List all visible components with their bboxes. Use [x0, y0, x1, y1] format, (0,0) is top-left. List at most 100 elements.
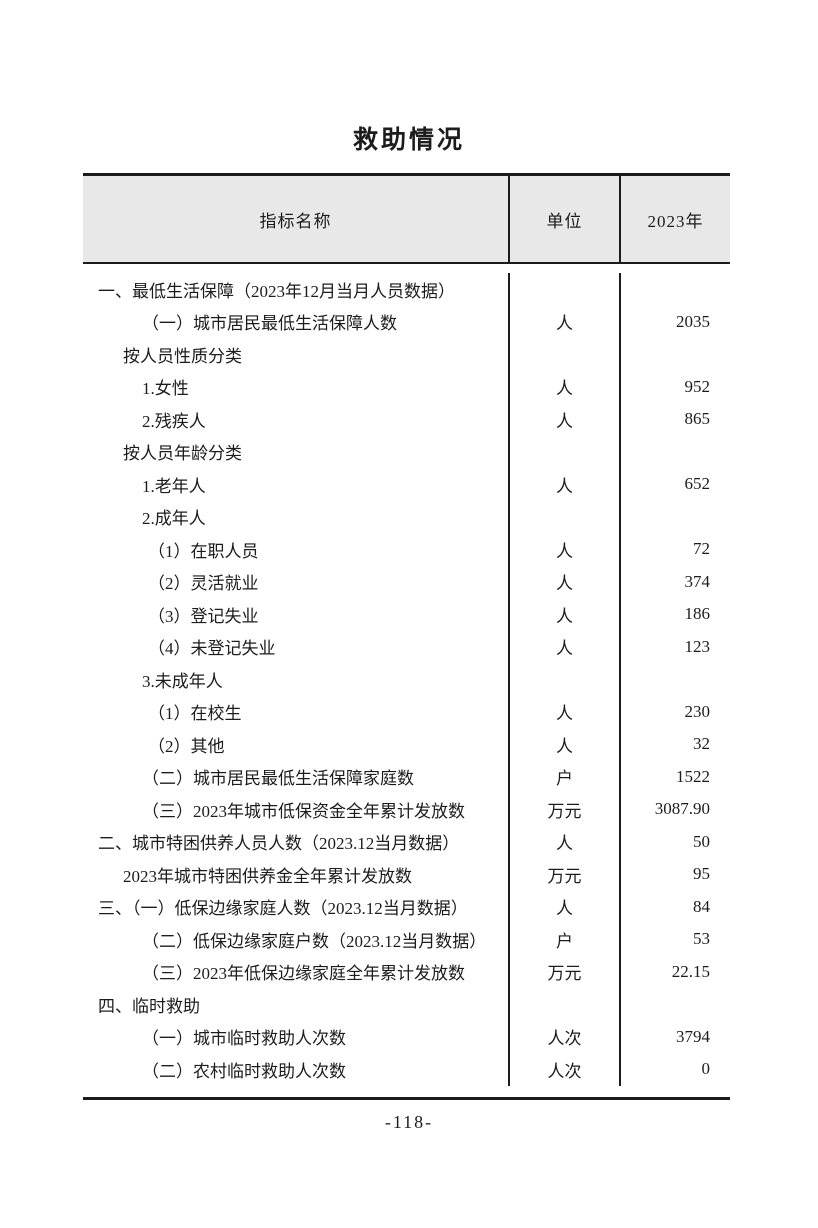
- unit-cell: 人: [508, 468, 620, 501]
- page-title: 救助情况: [352, 127, 465, 154]
- unit-cell: 人: [508, 533, 620, 566]
- table-row: （1）在校生 人 230: [83, 695, 730, 728]
- indicator-cell: （3）登记失业: [148, 606, 259, 626]
- indicator-cell: 二、城市特困供养人员人数（2023.12当月数据）: [98, 834, 460, 854]
- unit-cell: 万元: [508, 955, 620, 988]
- unit-cell: 人: [508, 695, 620, 728]
- value-cell: 952: [619, 370, 730, 403]
- column-header-year: 2023年: [619, 174, 730, 264]
- indicator-cell: 三、（一）低保边缘家庭人数（2023.12当月数据）: [98, 899, 468, 919]
- value-cell: 53: [619, 923, 730, 956]
- indicator-cell: （二）城市居民最低生活保障家庭数: [142, 769, 414, 789]
- unit-cell: 人: [508, 598, 620, 631]
- value-cell: [619, 338, 730, 371]
- table-row: 一、最低生活保障（2023年12月当月人员数据）: [83, 273, 730, 306]
- unit-cell: [508, 988, 620, 1021]
- unit-cell: 人: [508, 825, 620, 858]
- value-cell: [619, 435, 730, 468]
- unit-cell: 人次: [508, 1053, 620, 1086]
- value-cell: 3087.90: [619, 793, 730, 826]
- column-header-unit: 单位: [508, 174, 620, 264]
- indicator-cell: （2）灵活就业: [148, 574, 259, 594]
- indicator-cell: （三）2023年城市低保资金全年累计发放数: [142, 801, 465, 821]
- table-row: （4）未登记失业 人 123: [83, 630, 730, 663]
- table-row: （三）2023年低保边缘家庭全年累计发放数 万元 22.15: [83, 955, 730, 988]
- table-row: （2）灵活就业 人 374: [83, 565, 730, 598]
- table-row: （一）城市临时救助人次数 人次 3794: [83, 1020, 730, 1053]
- value-cell: 123: [619, 630, 730, 663]
- unit-cell: 人: [508, 728, 620, 761]
- unit-cell: 万元: [508, 793, 620, 826]
- unit-cell: [508, 338, 620, 371]
- indicator-cell: 一、最低生活保障（2023年12月当月人员数据）: [98, 281, 455, 301]
- value-cell: 3794: [619, 1020, 730, 1053]
- value-cell: [619, 663, 730, 696]
- indicator-cell: （一）城市居民最低生活保障人数: [142, 314, 397, 334]
- unit-cell: 人: [508, 370, 620, 403]
- value-cell: 865: [619, 403, 730, 436]
- indicator-cell: 按人员性质分类: [123, 346, 242, 366]
- unit-cell: [508, 500, 620, 533]
- indicator-cell: 2.成年人: [142, 509, 206, 529]
- value-cell: 2035: [619, 305, 730, 338]
- indicator-cell: （1）在职人员: [148, 541, 259, 561]
- table-row: （三）2023年城市低保资金全年累计发放数 万元 3087.90: [83, 793, 730, 826]
- value-cell: 50: [619, 825, 730, 858]
- unit-cell: [508, 435, 620, 468]
- indicator-cell: 2.残疾人: [142, 411, 206, 431]
- unit-cell: 万元: [508, 858, 620, 891]
- unit-cell: 人: [508, 565, 620, 598]
- table-row: 四、临时救助: [83, 988, 730, 1021]
- table-row: 按人员性质分类: [83, 338, 730, 371]
- unit-cell: 人: [508, 890, 620, 923]
- value-cell: 186: [619, 598, 730, 631]
- table-row: 2023年城市特困供养金全年累计发放数 万元 95: [83, 858, 730, 891]
- indicator-cell: （1）在校生: [148, 704, 242, 724]
- indicator-cell: 1.女性: [142, 379, 189, 399]
- indicator-cell: 1.老年人: [142, 476, 206, 496]
- unit-cell: [508, 663, 620, 696]
- table-row: 2.成年人: [83, 500, 730, 533]
- indicator-cell: 3.未成年人: [142, 671, 223, 691]
- unit-cell: 户: [508, 760, 620, 793]
- value-cell: 22.15: [619, 955, 730, 988]
- table-row: （一）城市居民最低生活保障人数 人 2035: [83, 305, 730, 338]
- value-cell: 0: [619, 1053, 730, 1086]
- unit-cell: [508, 273, 620, 306]
- table-row: （3）登记失业 人 186: [83, 598, 730, 631]
- unit-cell: 人: [508, 403, 620, 436]
- table-header-row: 指标名称 单位 2023年: [83, 174, 730, 264]
- table-row: （二）低保边缘家庭户数（2023.12当月数据） 户 53: [83, 923, 730, 956]
- table-row: （二）城市居民最低生活保障家庭数 户 1522: [83, 760, 730, 793]
- value-cell: 72: [619, 533, 730, 566]
- table-row: 3.未成年人: [83, 663, 730, 696]
- table-row: 1.女性 人 952: [83, 370, 730, 403]
- value-cell: 32: [619, 728, 730, 761]
- table-row: （2）其他 人 32: [83, 728, 730, 761]
- value-cell: 1522: [619, 760, 730, 793]
- table-row: 三、（一）低保边缘家庭人数（2023.12当月数据） 人 84: [83, 890, 730, 923]
- indicator-cell: （4）未登记失业: [148, 639, 276, 659]
- value-cell: [619, 273, 730, 306]
- indicator-cell: 2023年城市特困供养金全年累计发放数: [123, 866, 412, 886]
- indicator-cell: （二）低保边缘家庭户数（2023.12当月数据）: [142, 931, 487, 951]
- indicator-cell: 四、临时救助: [98, 996, 200, 1016]
- table-row: 2.残疾人 人 865: [83, 403, 730, 436]
- indicator-cell: （2）其他: [148, 736, 225, 756]
- value-cell: 84: [619, 890, 730, 923]
- value-cell: [619, 988, 730, 1021]
- unit-cell: 人: [508, 630, 620, 663]
- indicator-cell: （一）城市临时救助人次数: [142, 1029, 346, 1049]
- unit-cell: 人: [508, 305, 620, 338]
- unit-cell: 人次: [508, 1020, 620, 1053]
- value-cell: 95: [619, 858, 730, 891]
- statistics-table: 指标名称 单位 2023年 一、最低生活保障（2023年12月当月人员数据） （一…: [83, 173, 730, 1100]
- table-row: 按人员年龄分类: [83, 435, 730, 468]
- indicator-cell: （三）2023年低保边缘家庭全年累计发放数: [142, 964, 465, 984]
- page-number: -118-: [384, 1112, 434, 1132]
- indicator-cell: 按人员年龄分类: [123, 444, 242, 464]
- indicator-cell: （二）农村临时救助人次数: [142, 1061, 346, 1081]
- value-cell: 230: [619, 695, 730, 728]
- unit-cell: 户: [508, 923, 620, 956]
- value-cell: 652: [619, 468, 730, 501]
